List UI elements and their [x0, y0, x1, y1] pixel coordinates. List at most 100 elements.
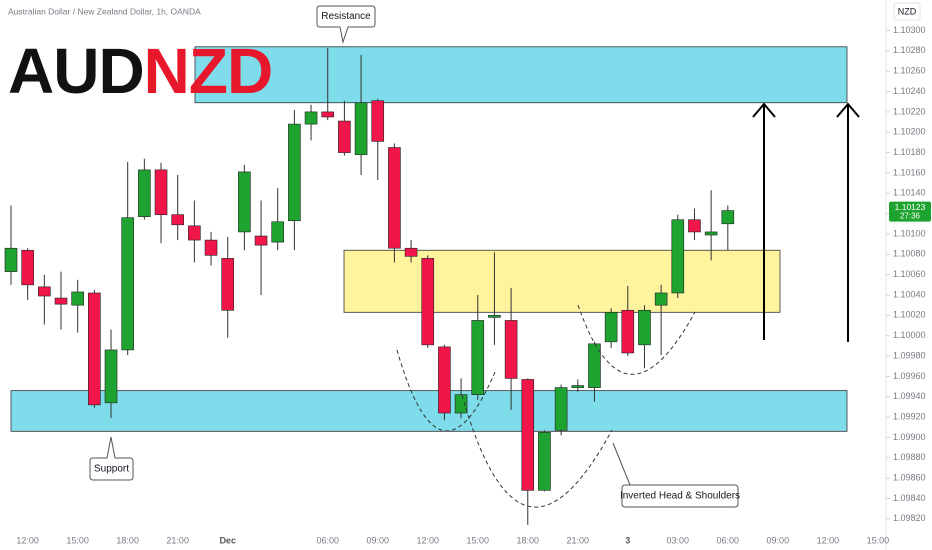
candle-body	[338, 120, 351, 153]
x-tick-label: 15:00	[867, 535, 890, 545]
callout-pointer	[612, 442, 631, 486]
candle-body	[288, 123, 301, 222]
x-tick-label: 06:00	[717, 535, 740, 545]
candle-body	[571, 385, 585, 388]
candle-body	[221, 258, 235, 311]
y-tick-label: 1.09960	[893, 371, 926, 381]
candle-body	[354, 102, 368, 155]
currency-box[interactable]	[893, 2, 921, 21]
candle-body	[154, 169, 168, 215]
y-tick-label: 1.10160	[893, 167, 926, 177]
zone	[194, 46, 848, 104]
x-tick-label: 03:00	[667, 535, 690, 545]
y-tick-label: 1.10140	[893, 188, 926, 198]
symbol-header: Australian Dollar / New Zealand Dollar, …	[8, 6, 201, 16]
candle-body	[438, 346, 451, 414]
x-tick-label: 18:00	[517, 535, 540, 545]
x-tick-label: 18:00	[116, 535, 139, 545]
y-tick-label: 1.09840	[893, 493, 926, 503]
candle-body	[554, 387, 568, 431]
candle-body	[271, 221, 285, 243]
currency[interactable]: NZD	[898, 6, 917, 16]
y-tick-label: 1.10040	[893, 289, 926, 299]
x-tick-label: 09:00	[767, 535, 790, 545]
y-tick-label: 1.10240	[893, 86, 926, 96]
logo-left: AUD	[8, 35, 144, 107]
candle-body	[21, 249, 34, 286]
y-tick-label: 1.09920	[893, 411, 926, 421]
candle-body	[471, 320, 485, 396]
right-shoulder	[577, 304, 696, 375]
annotation: Support	[94, 464, 129, 475]
x-tick-label: 09:00	[366, 535, 389, 545]
logo-right: NZD	[144, 35, 273, 107]
candle-body	[721, 210, 735, 225]
candle-body	[304, 111, 318, 125]
annotation: Inverted Head & Shoulders	[620, 491, 740, 502]
y-tick-label: 1.09880	[893, 452, 926, 462]
x-tick-label: Dec	[219, 535, 236, 545]
last-price-label: 1.10123	[895, 202, 926, 212]
y-tick-label: 1.09860	[893, 472, 926, 482]
y-tick-label: 1.10280	[893, 45, 926, 55]
arrow	[752, 102, 776, 340]
candle-body	[88, 292, 101, 406]
y-tick-label: 1.09980	[893, 350, 926, 360]
x-tick-label: 15:00	[66, 535, 89, 545]
annotation: Resistance	[321, 11, 371, 22]
x-tick-label: 21:00	[567, 535, 590, 545]
candle-body	[371, 100, 385, 142]
y-tick-label: 1.10300	[893, 25, 926, 35]
zone	[10, 390, 848, 432]
candle-body	[704, 231, 718, 236]
y-tick-label: 1.10020	[893, 310, 926, 320]
candle-body	[188, 225, 201, 241]
x-tick-label: 15:00	[466, 535, 489, 545]
arrows	[752, 102, 860, 342]
y-tick-label: 1.10180	[893, 147, 926, 157]
x-tick-label: 12:00	[817, 535, 840, 545]
x-tick-label: 06:00	[316, 535, 339, 545]
callout-box	[316, 5, 376, 44]
callout-box	[621, 484, 739, 508]
y-tick-label: 1.09900	[893, 432, 926, 442]
candle-body	[171, 214, 184, 226]
arrow	[836, 102, 860, 342]
candle-body	[121, 217, 134, 351]
last-price-box	[889, 201, 931, 222]
callout-box	[89, 436, 134, 481]
candle-body	[54, 297, 68, 305]
candle-body	[688, 219, 701, 233]
candle-body	[404, 247, 418, 257]
candle-body	[4, 247, 18, 272]
countdown: 27:36	[900, 212, 921, 221]
candle-body	[204, 239, 218, 256]
candle-body	[321, 111, 335, 118]
candle-body	[638, 309, 651, 346]
pattern-curves	[396, 304, 696, 508]
y-tick-label: 1.10220	[893, 106, 926, 116]
candle-body	[71, 291, 84, 306]
y-tick-label: 1.09940	[893, 391, 926, 401]
candle-body	[388, 147, 401, 249]
candle-body	[671, 219, 685, 294]
y-tick-label: 1.10260	[893, 66, 926, 76]
candle-body	[621, 309, 635, 354]
y-tick-label: 1.10000	[893, 330, 926, 340]
candle-body	[504, 320, 518, 379]
x-tick-label: 12:00	[416, 535, 439, 545]
y-tick-label: 1.10200	[893, 127, 926, 137]
y-tick-label: 1.09820	[893, 513, 926, 523]
left-shoulder	[396, 349, 496, 432]
y-tick-label: 1.10060	[893, 269, 926, 279]
candle-body	[138, 169, 151, 217]
candle-body	[488, 315, 501, 318]
candle-body	[254, 235, 268, 246]
candle-body	[421, 258, 435, 346]
x-tick-label: 3	[625, 535, 630, 545]
y-tick-label: 1.10080	[893, 249, 926, 259]
x-tick-label: 12:00	[16, 535, 39, 545]
head	[461, 394, 613, 508]
candle-body	[238, 171, 251, 233]
y-tick-label: 1.10100	[893, 228, 926, 238]
